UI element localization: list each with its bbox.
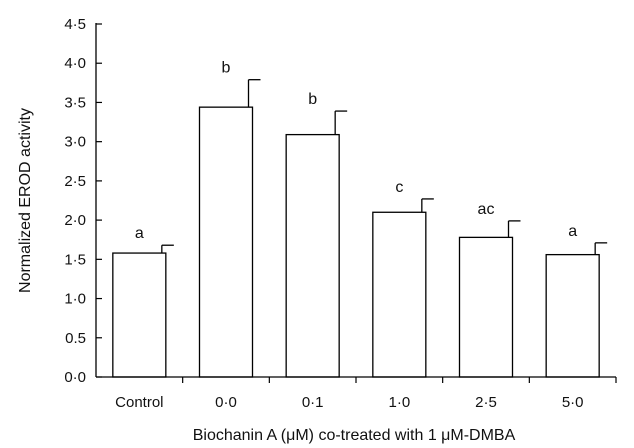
y-tick-label: 4·5 <box>64 16 86 33</box>
x-axis-ticks: Control 0·0 0·1 1·0 2·5 5·0 <box>115 377 617 411</box>
x-tick-label: 1·0 <box>388 394 410 411</box>
bar <box>112 252 167 378</box>
bar <box>545 253 600 378</box>
x-axis-title: Biochanin A (μM) co-treated with 1 μM-DM… <box>193 427 516 444</box>
bar <box>458 236 514 378</box>
significance-label: a <box>568 223 577 240</box>
y-tick-label: 1·0 <box>64 291 86 308</box>
bar <box>285 133 340 378</box>
x-tick-label: 0·1 <box>302 394 324 411</box>
y-tick-label: 2·5 <box>64 173 86 190</box>
y-tick-label: 2·0 <box>64 212 86 229</box>
significance-label: c <box>395 179 403 196</box>
y-axis-ticks: 0·0 0.5 1·0 1·5 2·0 2·5 3·0 3·5 4·0 4·5 <box>64 16 102 386</box>
significance-label: ac <box>478 201 495 218</box>
significance-label: b <box>308 91 317 108</box>
significance-label: b <box>222 60 231 77</box>
x-tick-label: Control <box>115 394 163 411</box>
y-tick-label: 0·0 <box>64 369 86 386</box>
y-tick-label: 1·5 <box>64 251 86 268</box>
y-tick-label: 4·0 <box>64 55 86 72</box>
y-axis-title: Normalized EROD activity <box>17 108 34 293</box>
bars-group: a b b c ac a <box>112 60 608 378</box>
y-tick-label: 3·0 <box>64 134 86 151</box>
bar <box>198 106 254 378</box>
y-tick-label: 3·5 <box>64 94 86 111</box>
x-tick-label: 5·0 <box>562 394 584 411</box>
x-tick-label: 0·0 <box>215 394 237 411</box>
x-tick-label: 2·5 <box>475 394 497 411</box>
bar <box>372 211 427 378</box>
significance-label: a <box>135 225 144 242</box>
y-tick-label: 0.5 <box>65 330 86 347</box>
